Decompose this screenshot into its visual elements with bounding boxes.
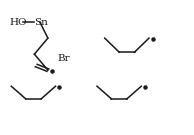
Text: Sn: Sn — [34, 18, 48, 27]
Text: Br: Br — [57, 54, 70, 63]
Text: HO: HO — [9, 18, 27, 27]
